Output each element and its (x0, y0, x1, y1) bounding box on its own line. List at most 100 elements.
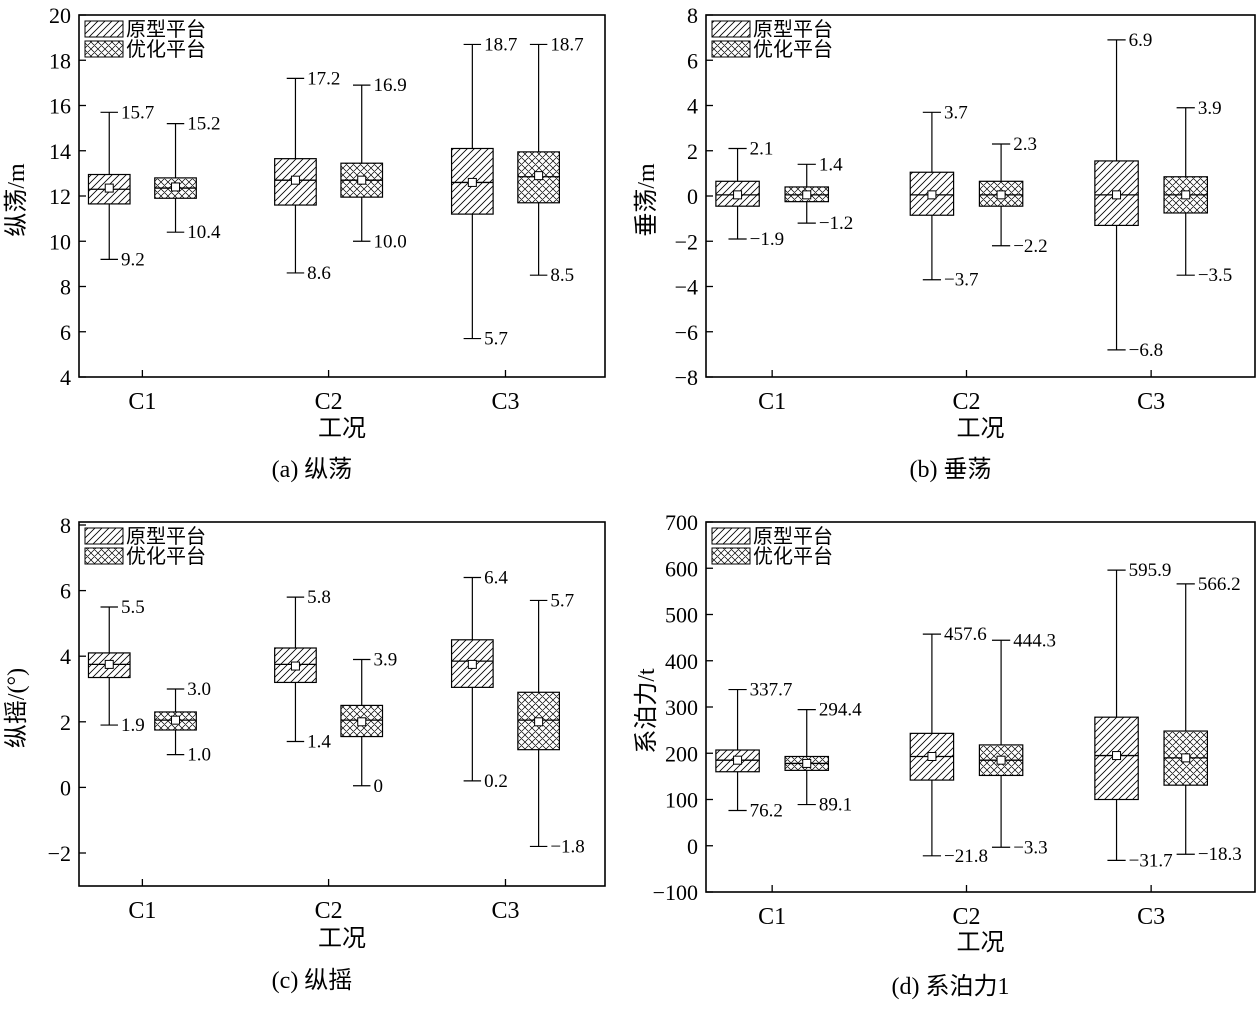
min-label: −18.3 (1198, 844, 1242, 865)
min-label: 8.5 (550, 265, 574, 286)
min-label: 9.2 (121, 249, 145, 270)
mean-marker (1112, 751, 1122, 761)
chart-panel-1: 4 6 8 10 12 14 16 18 20 C1 C2 C3 工况 纵荡/m (a) 纵荡 原型平台优化平… (3, 3, 606, 483)
min-label: 0.2 (484, 771, 508, 792)
mean-marker (467, 177, 477, 187)
y-tick-label: 4 (60, 365, 71, 390)
mean-marker (802, 190, 812, 200)
mean-marker (171, 182, 181, 192)
min-label: 0 (373, 776, 383, 797)
min-label: 10.0 (373, 231, 406, 252)
box-iqr (87, 652, 131, 679)
box-prototype-C3: 6.4 0.2 (450, 567, 508, 792)
mean-marker (1181, 753, 1191, 763)
y-tick-label: 14 (49, 139, 71, 164)
legend-label-1: 原型平台 (126, 18, 206, 41)
legend-swatch-2 (711, 547, 751, 565)
y-axis-label: 系泊力/t (633, 668, 660, 754)
y-tick-label: 6 (687, 48, 698, 73)
box-optimized-C3: 18.7 8.5 (517, 34, 584, 286)
box-optimized-C2: 2.3 −2.2 (978, 134, 1048, 257)
min-label: −21.8 (944, 846, 988, 867)
legend-swatch-1 (84, 527, 124, 545)
mean-marker (1181, 190, 1191, 200)
panel-caption: (c) 纵摇 (272, 967, 353, 994)
max-label: 1.4 (819, 154, 843, 175)
mean-marker (357, 175, 367, 185)
y-tick-label: 700 (665, 510, 698, 535)
max-label: 2.3 (1013, 134, 1037, 155)
max-label: 6.4 (484, 567, 508, 588)
mean-marker (534, 171, 544, 181)
mean-marker (996, 755, 1006, 765)
legend-swatch-2 (84, 40, 124, 58)
x-axis-label: 工况 (957, 416, 1005, 442)
box-optimized-C2: 16.9 10.0 (340, 75, 407, 252)
max-label: 3.0 (187, 679, 211, 700)
y-tick-label: 0 (60, 775, 71, 800)
min-label: −6.8 (1129, 340, 1163, 361)
max-label: 444.3 (1013, 630, 1056, 651)
mean-marker (290, 661, 300, 671)
box-prototype-C3: 6.9 −6.8 (1094, 30, 1163, 361)
y-tick-label: 8 (60, 275, 71, 300)
y-tick-label: 300 (665, 695, 698, 720)
legend-swatch-2 (84, 547, 124, 565)
min-label: 89.1 (819, 795, 852, 816)
box-iqr (1094, 160, 1139, 227)
max-label: 2.1 (750, 138, 774, 159)
legend-label-2: 优化平台 (126, 545, 206, 568)
min-label: 8.6 (307, 263, 331, 284)
mean-marker (927, 751, 937, 761)
mean-marker (733, 755, 743, 765)
min-label: −1.8 (550, 836, 584, 857)
y-tick-label: 8 (687, 3, 698, 28)
max-label: 3.7 (944, 102, 968, 123)
mean-marker (534, 717, 544, 727)
panel-caption: (b) 垂荡 (910, 456, 992, 483)
box-prototype-C3: 18.7 5.7 (450, 34, 517, 350)
min-label: −3.7 (944, 270, 978, 291)
y-tick-label: 100 (665, 788, 698, 813)
mean-marker (467, 659, 477, 669)
y-tick-label: 4 (60, 644, 71, 669)
x-tick-label: C1 (758, 904, 786, 930)
max-label: 3.9 (1198, 98, 1222, 119)
mean-marker (290, 175, 300, 185)
min-label: 10.4 (187, 222, 221, 243)
min-label: 5.7 (484, 329, 508, 350)
y-tick-label: 8 (60, 513, 71, 538)
chart-panel-4: −100 0 100 200 300 400 500 600 700 C1 C2 C3 工况 系泊力/t (… (633, 510, 1256, 1000)
plot-area (705, 521, 1256, 893)
panel-caption: (a) 纵荡 (272, 456, 353, 483)
legend-swatch-2 (711, 40, 751, 58)
x-axis-label: 工况 (318, 926, 366, 952)
y-axis-label: 垂荡/m (633, 163, 660, 237)
legend-label-2: 优化平台 (126, 38, 206, 61)
max-label: 5.5 (121, 597, 145, 618)
y-tick-label: 500 (665, 603, 698, 628)
plot-area (78, 521, 606, 887)
y-tick-label: 400 (665, 649, 698, 674)
max-label: 294.4 (819, 700, 862, 721)
max-label: 18.7 (484, 34, 517, 55)
min-label: −31.7 (1129, 850, 1173, 871)
mean-marker (733, 190, 743, 200)
box-optimized-C2: 3.90 (340, 649, 397, 797)
legend-swatch-1 (711, 20, 751, 38)
min-label: 1.4 (307, 731, 331, 752)
y-axis-label: 纵摇/(°) (3, 668, 30, 748)
box-prototype-C1: 2.1 −1.9 (715, 138, 784, 250)
max-label: 16.9 (373, 75, 406, 96)
y-tick-label: 10 (49, 229, 71, 254)
y-tick-label: −8 (675, 365, 698, 390)
x-tick-label: C1 (128, 898, 156, 924)
legend-label-1: 原型平台 (126, 525, 206, 548)
mean-marker (996, 190, 1006, 200)
y-tick-label: 18 (49, 48, 71, 73)
y-tick-label: −100 (653, 880, 698, 905)
box-optimized-C2: 444.3 −3.3 (978, 630, 1056, 858)
max-label: 18.7 (550, 34, 583, 55)
